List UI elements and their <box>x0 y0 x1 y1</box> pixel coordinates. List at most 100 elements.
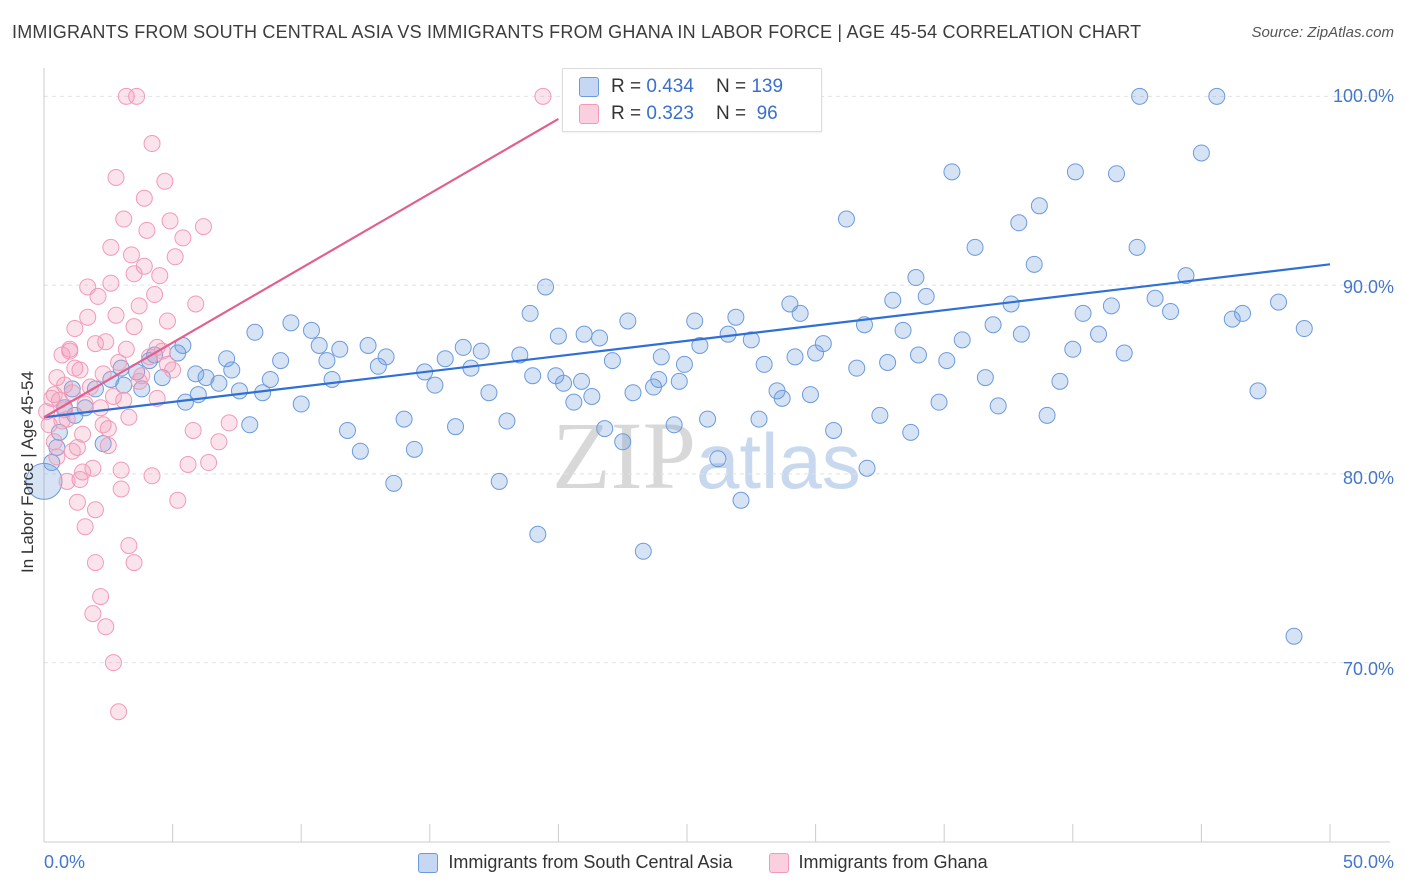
point-south-central-asia <box>1090 325 1108 343</box>
point-south-central-asia <box>976 369 994 387</box>
point-south-central-asia <box>454 338 472 356</box>
point-ghana <box>45 433 63 451</box>
point-south-central-asia <box>1010 214 1028 232</box>
point-ghana <box>97 618 115 636</box>
point-ghana <box>120 537 138 555</box>
point-south-central-asia <box>917 287 935 305</box>
point-south-central-asia <box>1074 304 1092 322</box>
watermark-zip: ZIP <box>552 402 696 509</box>
point-south-central-asia <box>930 393 948 411</box>
point-south-central-asia <box>272 352 290 370</box>
point-ghana <box>66 320 84 338</box>
point-south-central-asia <box>241 416 259 434</box>
point-south-central-asia <box>989 397 1007 415</box>
point-south-central-asia <box>1146 289 1164 307</box>
point-south-central-asia <box>1192 144 1210 162</box>
point-south-central-asia <box>405 440 423 458</box>
point-south-central-asia <box>907 269 925 287</box>
point-ghana <box>112 480 130 498</box>
point-south-central-asia <box>1066 163 1084 181</box>
point-ghana <box>166 248 184 266</box>
point-south-central-asia <box>619 312 637 330</box>
legend-item-ghana: Immigrants from Ghana <box>768 852 988 873</box>
point-ghana <box>107 168 125 186</box>
point-south-central-asia <box>858 459 876 477</box>
point-south-central-asia <box>521 304 539 322</box>
point-ghana <box>187 295 205 313</box>
point-south-central-asia <box>575 325 593 343</box>
point-south-central-asia <box>395 410 413 428</box>
point-south-central-asia <box>549 327 567 345</box>
point-ghana <box>84 459 102 477</box>
point-ghana <box>158 355 176 373</box>
point-ghana <box>143 467 161 485</box>
point-ghana <box>125 265 143 283</box>
point-ghana <box>68 493 86 511</box>
n-label: N = <box>715 103 747 124</box>
y-tick-label: 100.0% <box>1332 86 1394 106</box>
point-south-central-asia <box>848 359 866 377</box>
point-south-central-asia <box>1249 382 1267 400</box>
point-ghana <box>130 297 148 315</box>
point-south-central-asia <box>1102 297 1120 315</box>
point-ghana <box>112 461 130 479</box>
point-ghana <box>120 408 138 426</box>
trend-line-south-central-asia <box>43 263 1331 419</box>
point-ghana <box>102 238 120 256</box>
point-south-central-asia <box>573 372 591 390</box>
point-south-central-asia <box>377 348 395 366</box>
point-south-central-asia <box>498 412 516 430</box>
point-south-central-asia <box>966 238 984 256</box>
point-south-central-asia <box>686 312 704 330</box>
point-ghana <box>158 312 176 330</box>
point-south-central-asia <box>1177 267 1195 285</box>
point-ghana <box>115 210 133 228</box>
point-south-central-asia <box>480 384 498 402</box>
point-south-central-asia <box>436 350 454 368</box>
watermark: ZIPatlas <box>552 400 861 511</box>
point-ghana <box>61 342 79 360</box>
point-south-central-asia <box>938 352 956 370</box>
point-south-central-asia <box>984 316 1002 334</box>
point-ghana <box>58 472 76 490</box>
point-ghana <box>117 87 135 105</box>
point-south-central-asia <box>583 387 601 405</box>
point-south-central-asia <box>837 210 855 228</box>
point-south-central-asia <box>603 352 621 370</box>
r-label: R = <box>611 76 642 97</box>
point-south-central-asia <box>338 421 356 439</box>
point-south-central-asia <box>1128 238 1146 256</box>
point-south-central-asia <box>884 291 902 309</box>
pink-swatch-icon <box>768 852 789 873</box>
point-south-central-asia <box>953 331 971 349</box>
point-south-central-asia <box>670 372 688 390</box>
point-south-central-asia <box>591 329 609 347</box>
n-value: 139 <box>751 76 784 97</box>
point-south-central-asia <box>1131 87 1149 105</box>
point-south-central-asia <box>310 337 328 355</box>
point-ghana <box>86 501 104 519</box>
y-tick-label: 70.0% <box>1342 659 1394 679</box>
y-tick-label: 80.0% <box>1342 468 1394 488</box>
pink-swatch-icon <box>579 104 599 124</box>
point-south-central-asia <box>675 355 693 373</box>
source-credit: Source: ZipAtlas.com <box>1251 24 1394 41</box>
point-ghana <box>71 471 89 489</box>
r-label: R = <box>611 103 642 124</box>
point-south-central-asia <box>1270 293 1288 311</box>
r-value: 0.323 <box>646 103 694 124</box>
point-south-central-asia <box>323 370 341 388</box>
point-south-central-asia <box>63 380 81 398</box>
point-ghana <box>48 448 66 466</box>
x-tick-label: 0.0% <box>44 852 86 872</box>
stats-row-ghana: R = 0.323 N = 96 <box>579 102 778 126</box>
chart-title: IMMIGRANTS FROM SOUTH CENTRAL ASIA VS IM… <box>12 22 1142 42</box>
legend-label: Immigrants from Ghana <box>798 852 988 872</box>
point-south-central-asia <box>1208 87 1226 105</box>
point-ghana <box>99 437 117 455</box>
point-ghana <box>125 554 143 572</box>
y-axis-label: In Labor Force | Age 45-54 <box>18 371 37 573</box>
point-ghana <box>107 306 125 324</box>
point-south-central-asia <box>1295 320 1313 338</box>
point-south-central-asia <box>426 376 444 394</box>
